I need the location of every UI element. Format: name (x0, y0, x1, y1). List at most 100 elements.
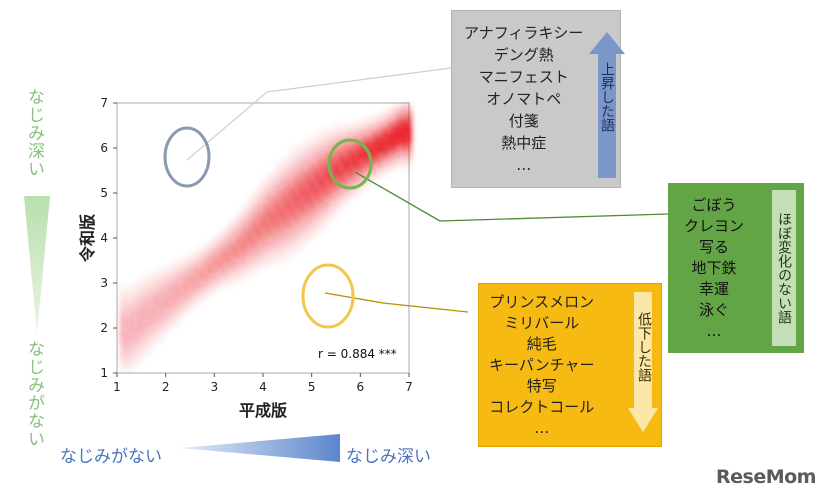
heat-cell (202, 251, 208, 257)
heat-cell (304, 189, 310, 195)
heat-cell (348, 195, 354, 201)
heat-cell (216, 254, 223, 260)
heat-cell (182, 265, 189, 271)
heat-cell (391, 103, 398, 109)
heat-cell (221, 241, 228, 247)
heat-cell (314, 204, 320, 210)
heat-cell (202, 278, 208, 284)
heat-cell (362, 137, 369, 143)
heat-cell (314, 168, 320, 174)
heat-cell (134, 280, 140, 286)
heat-cell (119, 325, 125, 331)
heat-cell (119, 348, 125, 354)
heat-cell (265, 236, 271, 242)
heat-cell (382, 108, 388, 114)
heat-cell (197, 255, 203, 261)
heat-cell (172, 300, 179, 306)
heat-cell (300, 247, 305, 252)
heat-cell (309, 208, 315, 214)
heat-cell (338, 173, 344, 179)
heat-cell (158, 330, 164, 336)
falling-connector-tail (382, 302, 469, 313)
heat-cell (163, 289, 169, 295)
heat-cell (275, 211, 281, 217)
heat-cell (153, 339, 159, 345)
heat-cell (314, 218, 320, 224)
heat-cell (134, 330, 140, 336)
heat-cell (328, 184, 335, 190)
heat-cell (260, 244, 267, 250)
heat-cell (134, 325, 140, 331)
heat-cell (172, 295, 179, 301)
heat-cell (129, 298, 135, 304)
heat-cell (406, 107, 413, 113)
heat-cell (377, 129, 383, 135)
heat-cell (396, 136, 403, 142)
heat-cell (255, 190, 262, 196)
heat-cell (119, 321, 125, 327)
heat-cell (231, 274, 237, 280)
heat-cell (280, 238, 286, 244)
heat-cell (348, 168, 354, 174)
heat-cell (124, 289, 130, 295)
heat-cell (221, 264, 228, 270)
heat-cell (406, 152, 413, 158)
heat-cell (250, 213, 257, 219)
heat-cell (353, 147, 359, 153)
heat-cell (143, 321, 150, 327)
heat-cell (309, 176, 315, 182)
heat-cell (260, 222, 267, 228)
heat-cell (280, 193, 286, 199)
heat-cell (284, 235, 291, 241)
rising-circle (163, 126, 211, 188)
heat-cell (143, 325, 150, 331)
heat-cell (353, 165, 359, 171)
heat-cell (250, 226, 257, 232)
list-item: マニフェスト (478, 68, 569, 86)
heat-cell (153, 330, 159, 336)
heat-cell (318, 205, 325, 211)
heat-cell (275, 170, 281, 176)
heat-cell (387, 106, 393, 112)
heat-cell (309, 221, 315, 227)
heat-cell (343, 157, 349, 163)
heat-cell (382, 144, 388, 150)
heat-cell (168, 294, 174, 300)
heat-cell (382, 167, 388, 173)
heat-cell (168, 298, 174, 304)
heat-cell (245, 253, 252, 259)
heat-cell (241, 226, 247, 232)
heat-cell (284, 203, 291, 209)
heat-cell (139, 276, 144, 281)
heat-cell (197, 259, 203, 265)
heat-cell (134, 285, 140, 291)
heat-cell (353, 174, 359, 180)
heat-cell (280, 252, 286, 258)
heat-cell (391, 134, 398, 140)
heat-cell (309, 185, 315, 191)
heat-cell (289, 227, 296, 233)
x-tick-label: 4 (259, 380, 267, 394)
heat-cell (309, 136, 314, 141)
heat-cell (143, 294, 150, 300)
heat-cell (250, 240, 257, 246)
heat-cell (202, 287, 208, 293)
heat-cell (197, 295, 203, 301)
heat-cell (255, 262, 262, 268)
heat-cell (284, 244, 291, 250)
heat-cell (333, 190, 340, 196)
heat-cell (178, 319, 183, 324)
heat-cell (265, 254, 271, 260)
heat-cell (323, 152, 330, 158)
heat-cell (406, 143, 413, 149)
heat-cell (387, 137, 393, 143)
heat-cell (148, 312, 155, 318)
heat-cell (309, 154, 315, 160)
heat-cell (187, 253, 194, 259)
heat-cell (260, 208, 267, 214)
heat-cell (270, 223, 276, 229)
heat-cell (270, 246, 276, 252)
heat-cell (134, 352, 140, 358)
heat-cell (138, 294, 145, 300)
heat-cell (255, 217, 262, 223)
